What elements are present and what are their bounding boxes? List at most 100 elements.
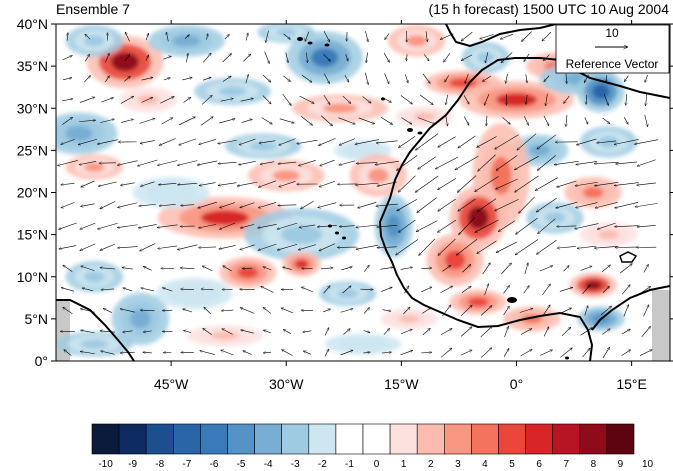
wind-vector bbox=[345, 54, 348, 61]
wind-vector bbox=[461, 54, 473, 61]
wind-vector bbox=[362, 96, 371, 103]
wind-vector bbox=[614, 139, 639, 144]
wind-vector bbox=[219, 119, 235, 124]
wind-vector bbox=[61, 99, 73, 102]
wind-vector bbox=[603, 93, 608, 106]
wind-vector bbox=[643, 305, 649, 317]
wind-vector bbox=[384, 33, 390, 40]
wind-vector bbox=[105, 53, 109, 63]
colorbar-swatch bbox=[389, 423, 418, 455]
wind-vector bbox=[422, 328, 431, 336]
wind-vector bbox=[540, 350, 552, 356]
wind-vector bbox=[100, 119, 114, 123]
wind-vector bbox=[60, 139, 75, 144]
wind-vector bbox=[477, 240, 497, 254]
wind-vector bbox=[623, 304, 629, 317]
wind-vector bbox=[614, 202, 639, 208]
wind-vector bbox=[514, 155, 539, 171]
wind-vector bbox=[441, 348, 452, 358]
wind-vector bbox=[243, 351, 252, 355]
wind-vector bbox=[398, 135, 416, 148]
wind-vector bbox=[363, 307, 370, 314]
lat-tick-label: 10°N bbox=[17, 269, 48, 285]
anomaly-shading-core bbox=[398, 315, 420, 323]
wind-vector bbox=[417, 197, 437, 213]
anomaly-shading-core bbox=[130, 309, 151, 329]
wind-vector bbox=[184, 35, 190, 39]
wind-vector bbox=[80, 330, 95, 334]
lake-chad-outline bbox=[619, 251, 638, 263]
wind-vector bbox=[318, 202, 337, 208]
wind-vector bbox=[199, 182, 216, 186]
colorbar: -10 -9 -8 -7 -6 -5 -4 -3 -2 -1 0 1 2 3 4 5 6 7 8 9 10 bbox=[91, 423, 654, 470]
wind-vector bbox=[198, 247, 217, 248]
wind-vector bbox=[79, 97, 95, 103]
wind-vector bbox=[279, 180, 296, 187]
lat-tick-label: 40°N bbox=[17, 16, 48, 32]
wind-vector bbox=[239, 138, 256, 145]
colorbar-swatch bbox=[173, 423, 201, 455]
wind-vector bbox=[555, 201, 578, 208]
lat-tick-label: 25°N bbox=[17, 142, 48, 158]
wind-vector bbox=[296, 139, 318, 144]
wind-vector bbox=[122, 331, 133, 332]
bioko-island bbox=[507, 297, 517, 303]
wind-vector bbox=[602, 286, 610, 293]
wind-vector bbox=[380, 116, 393, 125]
wind-vector bbox=[536, 239, 557, 255]
wind-vector bbox=[486, 115, 487, 126]
wind-vector bbox=[162, 56, 171, 60]
wind-vector bbox=[240, 224, 255, 228]
wind-vector bbox=[641, 286, 651, 293]
wind-vector bbox=[98, 181, 117, 186]
wind-vector bbox=[324, 328, 330, 336]
colorbar-label: 8 bbox=[591, 459, 597, 470]
africa-west-coastline bbox=[378, 57, 594, 361]
wind-vector bbox=[61, 288, 75, 292]
wind-vector bbox=[460, 350, 472, 356]
wind-vector bbox=[257, 224, 277, 228]
wind-vector bbox=[557, 246, 576, 248]
wind-vector bbox=[515, 217, 538, 235]
colorbar-swatch bbox=[145, 423, 174, 455]
wind-vector bbox=[277, 222, 298, 229]
wind-vector bbox=[514, 175, 539, 193]
wind-vector bbox=[143, 266, 152, 271]
wind-vector bbox=[320, 115, 333, 126]
wind-vector bbox=[543, 115, 550, 126]
wind-vector bbox=[262, 75, 271, 82]
wind-vector bbox=[100, 243, 116, 250]
wind-vector bbox=[356, 163, 378, 164]
wind-vector bbox=[397, 199, 417, 212]
wind-vector bbox=[160, 96, 174, 104]
wind-vector bbox=[221, 350, 234, 356]
wind-vector bbox=[100, 268, 116, 269]
wind-vector bbox=[166, 32, 169, 42]
wind-vector bbox=[277, 244, 298, 250]
wind-vector bbox=[364, 265, 369, 272]
wind-vector bbox=[438, 198, 456, 212]
wind-vector bbox=[380, 267, 393, 270]
wind-vector bbox=[178, 116, 196, 126]
azores-island-3 bbox=[324, 43, 330, 47]
wind-vector bbox=[298, 244, 317, 250]
wind-vector bbox=[221, 310, 234, 311]
cape-verde-island-3 bbox=[342, 236, 346, 240]
wind-vector bbox=[494, 134, 519, 150]
wind-vector bbox=[299, 224, 316, 228]
wind-vector bbox=[537, 155, 556, 171]
cape-verde-island-1 bbox=[328, 224, 332, 228]
wind-vector bbox=[100, 201, 116, 210]
colorbar-label: 4 bbox=[482, 459, 488, 470]
colorbar-swatch bbox=[200, 423, 228, 455]
wind-vector bbox=[602, 328, 610, 335]
colorbar-label: 9 bbox=[618, 459, 624, 470]
wind-vector bbox=[203, 327, 212, 336]
wind-vector bbox=[577, 245, 596, 248]
cape-verde-island-2 bbox=[335, 231, 339, 235]
wind-vector bbox=[140, 243, 156, 252]
wind-vector bbox=[319, 180, 336, 187]
lon-tick-label: 15°E bbox=[616, 376, 647, 392]
wind-vector bbox=[339, 138, 356, 146]
